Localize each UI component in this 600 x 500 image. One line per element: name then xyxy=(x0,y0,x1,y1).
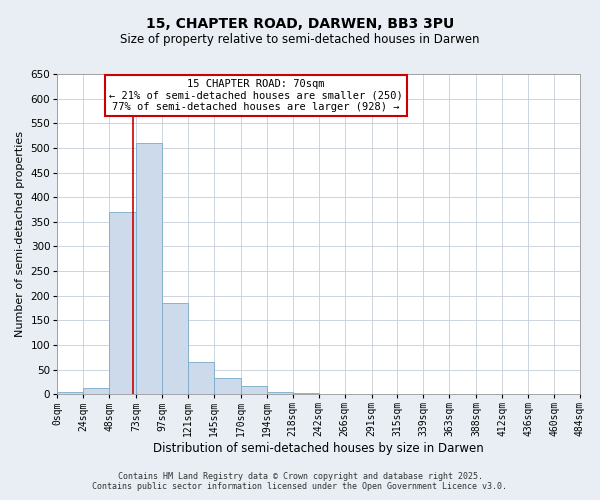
Bar xyxy=(136,143,162,394)
Text: 15, CHAPTER ROAD, DARWEN, BB3 3PU: 15, CHAPTER ROAD, DARWEN, BB3 3PU xyxy=(146,18,454,32)
Bar xyxy=(162,303,188,394)
Bar xyxy=(109,212,136,394)
Bar xyxy=(241,386,267,394)
Bar xyxy=(188,362,214,394)
Bar xyxy=(267,392,293,394)
Text: 15 CHAPTER ROAD: 70sqm
← 21% of semi-detached houses are smaller (250)
77% of se: 15 CHAPTER ROAD: 70sqm ← 21% of semi-det… xyxy=(109,79,403,112)
Y-axis label: Number of semi-detached properties: Number of semi-detached properties xyxy=(15,131,25,337)
Text: Size of property relative to semi-detached houses in Darwen: Size of property relative to semi-detach… xyxy=(120,32,480,46)
X-axis label: Distribution of semi-detached houses by size in Darwen: Distribution of semi-detached houses by … xyxy=(153,442,484,455)
Bar xyxy=(83,388,109,394)
Text: Contains HM Land Registry data © Crown copyright and database right 2025.: Contains HM Land Registry data © Crown c… xyxy=(118,472,482,481)
Text: Contains public sector information licensed under the Open Government Licence v3: Contains public sector information licen… xyxy=(92,482,508,491)
Bar xyxy=(293,393,319,394)
Bar xyxy=(57,392,83,394)
Bar xyxy=(214,378,241,394)
